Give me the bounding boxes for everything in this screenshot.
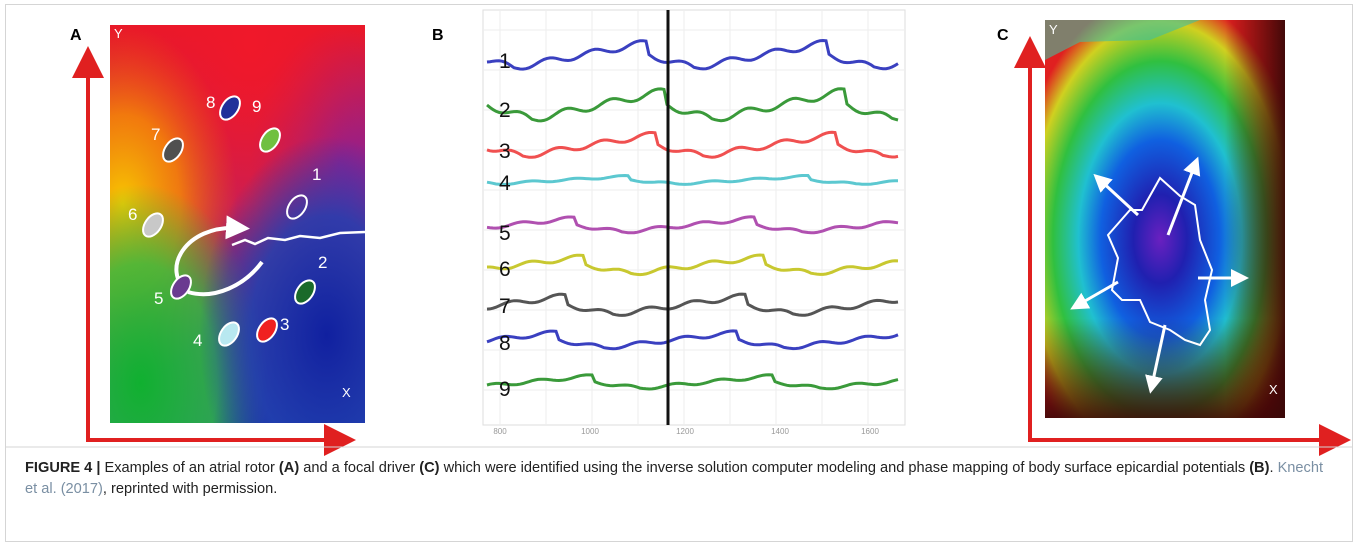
electrode-label: 1 (312, 165, 321, 184)
caption-text: . (1269, 460, 1274, 476)
trace-area (482, 9, 906, 426)
citation[interactable]: Knecht et al. (2017) (25, 460, 1324, 497)
rotor-arrow (187, 260, 264, 297)
map-layer (1045, 20, 1200, 60)
trace-label: 2 (499, 99, 511, 122)
panel-b: 800 1000 1200 1400 1600 1 2 3 4 5 6 7 8 9 B (432, 9, 906, 436)
signal-trace (487, 253, 899, 277)
wavefront-line (231, 230, 366, 247)
x-tick-label: 1000 (581, 427, 599, 436)
electrode (286, 194, 308, 220)
x-tick-label: 1400 (771, 427, 789, 436)
trace-label: 6 (499, 258, 511, 281)
trace-label: 9 (499, 378, 511, 401)
panel-a: A Y X 1 2 3 4 5 6 7 8 9 (70, 25, 366, 456)
caption-text: Examples of an atrial rotor (104, 460, 275, 476)
electrode (218, 321, 240, 347)
x-tick-label: 800 (493, 427, 507, 436)
signal-trace (486, 373, 899, 391)
spread-arrow (1070, 280, 1119, 310)
trace-label: 5 (499, 222, 511, 245)
axis-label: X (1269, 382, 1278, 397)
map-layer (1045, 20, 1285, 418)
electrode-label: 4 (193, 331, 202, 350)
focal-outline (1106, 176, 1214, 347)
x-tick-label: 1600 (861, 427, 879, 436)
signal-trace (486, 87, 899, 123)
signal-trace (486, 329, 899, 351)
spread-arrow (1093, 173, 1140, 217)
trace-label: 3 (499, 140, 511, 163)
electrode (162, 137, 184, 163)
signal-trace (486, 38, 899, 71)
trace-label: 7 (499, 295, 511, 318)
spread-arrow (1166, 156, 1201, 236)
x-tick-label: 1200 (676, 427, 694, 436)
panel-label: C (997, 27, 1009, 44)
figure-caption: FIGURE 4 | Examples of an atrial rotor (… (25, 458, 1325, 500)
panel-label: A (70, 27, 82, 44)
trace-label: 8 (499, 332, 511, 355)
electrode-label: 8 (206, 93, 215, 112)
caption-label: FIGURE 4 | (25, 460, 101, 476)
caption-text: and a focal driver (303, 460, 416, 476)
caption-text: (A) (278, 460, 300, 476)
electrode (259, 127, 281, 153)
electrode-label: 2 (318, 253, 327, 272)
trace-label: 1 (499, 50, 511, 73)
electrode (219, 95, 241, 121)
signal-trace (486, 215, 899, 235)
electrode-label: 7 (151, 125, 160, 144)
electrode-label: 5 (154, 289, 163, 308)
panel-c: C Y X (997, 20, 1351, 456)
axis-label: Y (1049, 22, 1058, 37)
signal-trace (486, 173, 898, 186)
signal-trace (486, 130, 899, 159)
axis-label: X (342, 385, 351, 400)
electrode (256, 317, 278, 343)
electrode-label: 3 (280, 315, 289, 334)
caption-text: which were identified using the inverse … (443, 460, 1246, 476)
caption-text: (B) (1249, 460, 1270, 476)
spread-arrow (1145, 324, 1167, 394)
figure-frame (5, 4, 1353, 542)
panel-label: B (432, 27, 444, 44)
axis-label: Y (114, 26, 123, 41)
signal-trace (486, 292, 899, 317)
electrode-label: 9 (252, 97, 261, 116)
electrode-label: 6 (128, 205, 137, 224)
electrode (170, 274, 192, 300)
caption-text: (C) (419, 460, 440, 476)
caption-text: , reprinted with permission. (102, 481, 278, 497)
electrode (142, 212, 164, 238)
trace-label: 4 (499, 172, 511, 195)
electrode (294, 279, 316, 305)
